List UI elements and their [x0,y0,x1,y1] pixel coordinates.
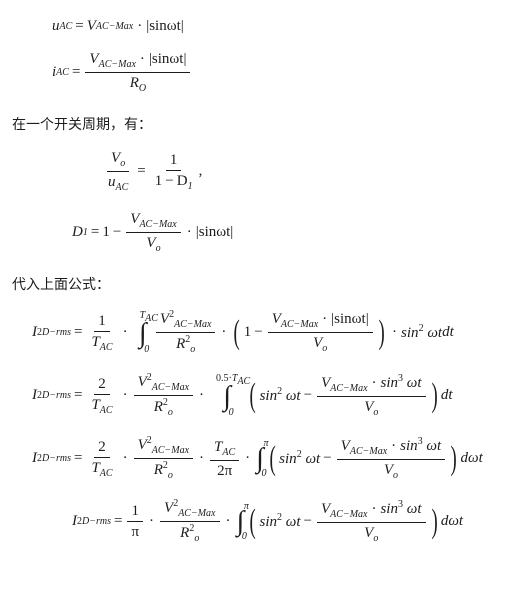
integral-icon: TAC∫0 [134,310,152,355]
equation-u-ac: uAC = VAC−Max · |sinωt| [12,18,518,35]
caption-switching-period: 在一个开关周期，有： [12,114,518,134]
var-u: u [52,18,60,35]
integral-icon: 0.5·TAC∫0 [210,373,244,418]
var-Vacmax: V [87,18,96,35]
equation-i-ac: iAC = VAC−Max·|sinωt| RO [12,49,518,96]
equation-vo-uac: Vo uAC = 1 1−D1 , [12,148,518,195]
integral-icon: π∫0 [237,501,245,543]
integral-icon: π∫0 [256,438,264,480]
caption-substitute: 代入上面公式： [12,274,518,294]
equation-d1: D1 = 1 − VAC−Max Vo · |sinωt| [12,209,518,256]
abs-sinwt: |sinωt| [146,18,184,35]
equation-idrms-4: I2D−rms = 1π · V2AC−MaxR2o · π∫0 ( sin2 … [12,497,518,546]
equation-idrms-1: I2D−rms = 1TAC · TAC∫0 V2AC−MaxR2o · ( 1… [12,308,518,357]
equation-idrms-3: I2D−rms = 2TAC · V2AC−MaxR2o · TAC2π · π… [12,434,518,483]
equation-idrms-2: I2D−rms = 2TAC · V2AC−MaxR2o · 0.5·TAC∫0… [12,371,518,420]
